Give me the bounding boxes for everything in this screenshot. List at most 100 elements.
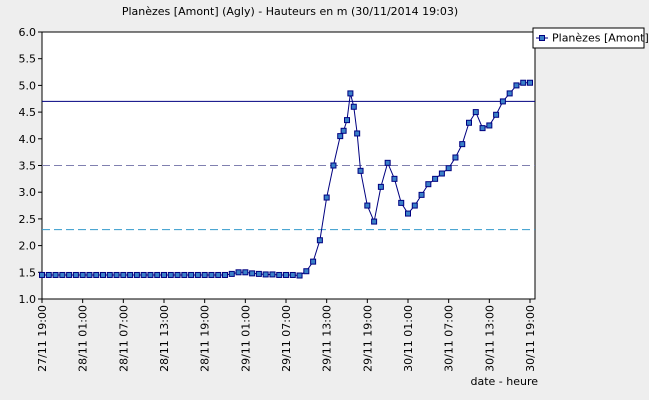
point bbox=[181, 271, 188, 278]
point bbox=[72, 271, 79, 278]
point bbox=[113, 271, 120, 278]
y-tick-label: 1.0 bbox=[19, 293, 37, 306]
point bbox=[296, 272, 303, 279]
point bbox=[174, 271, 181, 278]
chart-title: Planèzes [Amont] (Agly) - Hauteurs en m … bbox=[122, 5, 458, 18]
point bbox=[357, 167, 364, 174]
point bbox=[316, 237, 323, 244]
point bbox=[106, 271, 113, 278]
point bbox=[499, 98, 506, 105]
point bbox=[405, 210, 411, 217]
point bbox=[486, 122, 493, 129]
point bbox=[303, 268, 310, 275]
point bbox=[120, 271, 127, 278]
point bbox=[235, 269, 242, 276]
y-tick-label: 4.0 bbox=[19, 133, 37, 146]
point bbox=[344, 117, 350, 124]
point bbox=[86, 271, 93, 278]
point bbox=[466, 119, 472, 126]
point bbox=[45, 271, 52, 278]
point bbox=[255, 270, 262, 277]
y-tick-label: 3.5 bbox=[19, 160, 37, 173]
point bbox=[418, 191, 425, 198]
x-tick-label: 28/11 01:00 bbox=[77, 305, 90, 372]
point bbox=[506, 90, 513, 97]
x-tick-label: 27/11 19:00 bbox=[36, 305, 49, 372]
point bbox=[330, 162, 337, 169]
point bbox=[262, 271, 269, 278]
x-tick-label: 30/11 13:00 bbox=[483, 305, 496, 372]
legend-box bbox=[532, 27, 645, 49]
point bbox=[222, 271, 228, 278]
point bbox=[445, 165, 452, 172]
point bbox=[459, 141, 466, 148]
y-tick-label: 3.0 bbox=[19, 186, 37, 199]
y-tick-label: 4.5 bbox=[19, 106, 37, 119]
point bbox=[249, 270, 256, 277]
point bbox=[66, 271, 73, 278]
point bbox=[527, 79, 533, 86]
y-tick-label: 5.0 bbox=[19, 79, 37, 92]
series-line bbox=[42, 82, 530, 277]
point bbox=[479, 125, 486, 132]
y-tick-label: 2.5 bbox=[19, 213, 37, 226]
point bbox=[208, 271, 215, 278]
x-tick-label: 30/11 19:00 bbox=[524, 305, 537, 372]
point bbox=[127, 271, 134, 278]
point bbox=[310, 258, 317, 265]
point bbox=[79, 271, 86, 278]
point bbox=[52, 271, 59, 278]
point bbox=[188, 271, 195, 278]
point bbox=[93, 271, 100, 278]
point bbox=[398, 199, 405, 206]
legend-marker bbox=[539, 35, 545, 41]
point bbox=[161, 271, 167, 278]
point bbox=[59, 271, 66, 278]
point bbox=[377, 183, 384, 190]
point bbox=[425, 181, 432, 188]
x-tick-label: 28/11 13:00 bbox=[158, 305, 171, 372]
point bbox=[167, 271, 174, 278]
point bbox=[276, 271, 283, 278]
x-tick-label: 29/11 13:00 bbox=[321, 305, 334, 372]
y-tick-label: 5.5 bbox=[19, 53, 37, 66]
point bbox=[371, 218, 378, 225]
point bbox=[472, 109, 479, 116]
point bbox=[242, 269, 249, 276]
y-tick-label: 2.0 bbox=[19, 240, 37, 253]
x-tick-label: 28/11 19:00 bbox=[199, 305, 212, 372]
point bbox=[100, 271, 106, 278]
point bbox=[350, 103, 357, 110]
point bbox=[513, 82, 520, 89]
point bbox=[147, 271, 154, 278]
point bbox=[228, 270, 235, 277]
x-tick-label: 29/11 01:00 bbox=[239, 305, 252, 372]
point bbox=[133, 271, 140, 278]
point bbox=[520, 79, 527, 86]
x-axis-label: date - heure bbox=[470, 375, 538, 388]
point bbox=[438, 170, 445, 177]
x-tick-label: 30/11 01:00 bbox=[402, 305, 415, 372]
point bbox=[391, 175, 398, 182]
point bbox=[384, 159, 391, 166]
point bbox=[39, 271, 45, 278]
point bbox=[347, 90, 354, 97]
point bbox=[452, 154, 459, 161]
point bbox=[201, 271, 208, 278]
point bbox=[364, 202, 371, 209]
point bbox=[269, 271, 276, 278]
x-tick-label: 29/11 07:00 bbox=[280, 305, 293, 372]
point bbox=[154, 271, 161, 278]
point bbox=[289, 271, 296, 278]
point bbox=[354, 130, 361, 137]
x-tick-label: 30/11 07:00 bbox=[443, 305, 456, 372]
point bbox=[337, 133, 344, 140]
point bbox=[283, 271, 289, 278]
point bbox=[432, 175, 439, 182]
point bbox=[323, 194, 330, 201]
point bbox=[340, 127, 347, 134]
point bbox=[194, 271, 201, 278]
point bbox=[411, 202, 418, 209]
y-tick-label: 6.0 bbox=[19, 26, 37, 39]
